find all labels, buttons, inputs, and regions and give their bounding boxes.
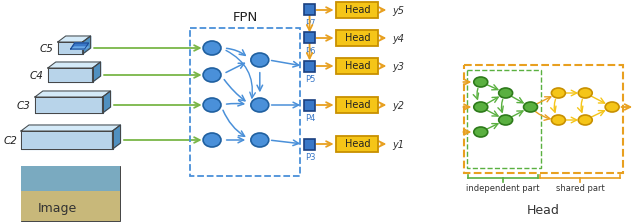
Text: Head: Head <box>344 100 370 110</box>
Ellipse shape <box>203 41 221 55</box>
Text: P5: P5 <box>305 75 316 83</box>
Text: y2: y2 <box>392 101 404 111</box>
Ellipse shape <box>499 115 513 125</box>
Polygon shape <box>70 43 88 49</box>
Bar <box>304 61 315 71</box>
Text: P7: P7 <box>305 18 316 28</box>
Text: independent part: independent part <box>467 184 540 193</box>
Text: Head: Head <box>344 5 370 15</box>
Text: Head: Head <box>527 204 560 217</box>
Text: C4: C4 <box>30 71 44 81</box>
Bar <box>21 166 120 191</box>
Text: Head: Head <box>344 61 370 71</box>
Bar <box>337 136 378 152</box>
Bar <box>337 30 378 46</box>
Bar <box>337 97 378 113</box>
Text: C5: C5 <box>40 44 54 54</box>
Text: Head: Head <box>344 139 370 149</box>
Polygon shape <box>113 125 120 149</box>
Text: FPN: FPN <box>232 11 257 24</box>
Ellipse shape <box>251 98 269 112</box>
Text: P6: P6 <box>305 46 316 56</box>
Bar <box>304 32 315 44</box>
Polygon shape <box>70 47 88 49</box>
Text: y3: y3 <box>392 62 404 72</box>
Text: shared part: shared part <box>556 184 605 193</box>
Polygon shape <box>35 91 111 97</box>
Text: y5: y5 <box>392 6 404 16</box>
Bar <box>21 191 120 221</box>
Bar <box>21 166 120 221</box>
Bar <box>304 4 315 16</box>
Bar <box>304 99 315 111</box>
Ellipse shape <box>474 127 488 137</box>
Bar <box>467 70 541 168</box>
Ellipse shape <box>552 115 565 125</box>
Bar <box>337 2 378 18</box>
Ellipse shape <box>251 53 269 67</box>
Text: C2: C2 <box>3 136 17 146</box>
Polygon shape <box>21 131 113 149</box>
Ellipse shape <box>474 77 488 87</box>
Bar <box>464 65 623 173</box>
Polygon shape <box>35 97 102 113</box>
Polygon shape <box>102 91 111 113</box>
Text: y1: y1 <box>392 140 404 150</box>
Bar <box>304 139 315 149</box>
Ellipse shape <box>552 88 565 98</box>
Ellipse shape <box>203 98 221 112</box>
Bar <box>337 58 378 74</box>
Ellipse shape <box>251 133 269 147</box>
Ellipse shape <box>203 68 221 82</box>
Polygon shape <box>21 125 120 131</box>
Ellipse shape <box>474 102 488 112</box>
Text: Head: Head <box>344 33 370 43</box>
Polygon shape <box>83 36 91 54</box>
Text: Image: Image <box>38 202 77 215</box>
Polygon shape <box>93 62 100 82</box>
Text: P3: P3 <box>305 153 316 161</box>
Ellipse shape <box>524 102 538 112</box>
Ellipse shape <box>605 102 619 112</box>
Text: P4: P4 <box>305 113 316 123</box>
Polygon shape <box>58 42 83 54</box>
Polygon shape <box>48 68 93 82</box>
Text: y4: y4 <box>392 34 404 44</box>
Bar <box>190 28 300 176</box>
Ellipse shape <box>579 88 592 98</box>
Polygon shape <box>48 62 100 68</box>
Text: C3: C3 <box>17 101 31 111</box>
Ellipse shape <box>203 133 221 147</box>
Ellipse shape <box>579 115 592 125</box>
Ellipse shape <box>499 88 513 98</box>
Polygon shape <box>58 36 91 42</box>
